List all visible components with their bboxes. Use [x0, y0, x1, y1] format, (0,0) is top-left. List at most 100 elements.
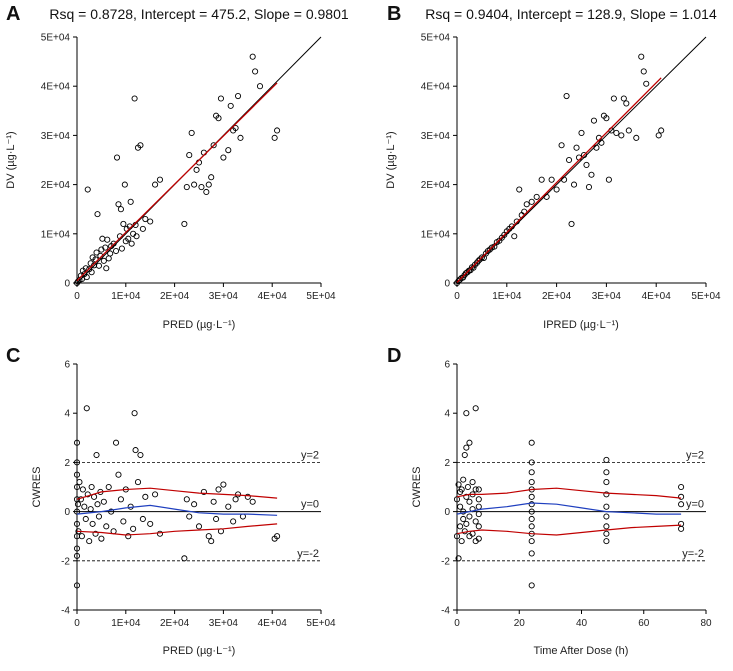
data-point: [678, 483, 685, 491]
data-point: [528, 439, 535, 446]
data-point: [93, 451, 100, 459]
data-point: [475, 511, 482, 518]
identity-line: [456, 36, 707, 284]
data-point: [583, 161, 590, 168]
data-point: [130, 525, 137, 532]
data-point: [112, 439, 120, 446]
data-point: [475, 257, 482, 264]
y-tick-label: 4: [444, 409, 450, 420]
data-point: [156, 176, 164, 183]
data-point: [472, 405, 479, 412]
data-point: [466, 439, 473, 446]
x-tick-label: 80: [700, 618, 712, 629]
panel-letter: C: [6, 345, 20, 367]
data-point: [558, 142, 565, 149]
data-point: [115, 471, 122, 478]
trend-line-middle: [76, 504, 278, 516]
data-point: [142, 493, 149, 500]
x-tick-label: 2E+04: [160, 291, 190, 302]
data-point: [528, 479, 535, 486]
data-point: [475, 523, 482, 530]
data-point: [655, 132, 662, 139]
data-point: [115, 201, 122, 208]
data-point: [99, 235, 106, 242]
data-point: [208, 174, 215, 181]
y-tick-label: 2E+04: [421, 180, 451, 191]
data-point: [460, 476, 467, 483]
data-point: [464, 483, 471, 491]
data-point: [95, 262, 103, 269]
data-point: [134, 479, 142, 486]
data-point: [139, 225, 146, 232]
data-point: [678, 525, 685, 532]
data-point: [528, 469, 535, 476]
data-point: [563, 92, 570, 100]
x-tick-label: 5E+04: [691, 291, 721, 302]
data-point: [120, 518, 127, 525]
trend-line-lower: [76, 523, 278, 536]
data-point: [73, 459, 81, 466]
data-point: [181, 220, 188, 228]
data-point: [78, 533, 85, 540]
data-point: [466, 498, 473, 505]
data-point: [79, 486, 86, 493]
data-point: [74, 501, 82, 508]
data-point: [87, 260, 94, 267]
data-point: [466, 513, 473, 520]
y-tick-label: 2: [64, 458, 70, 469]
data-point: [94, 211, 101, 218]
data-point: [205, 181, 212, 188]
data-point: [183, 496, 190, 503]
y-tick-label: 5E+04: [421, 33, 451, 44]
y-tick-label: 0: [64, 279, 70, 290]
data-point: [73, 483, 81, 491]
data-point: [513, 218, 520, 225]
data-point: [603, 503, 610, 510]
data-point: [623, 100, 630, 107]
data-point: [491, 243, 498, 250]
data-point: [76, 479, 83, 486]
data-point: [508, 223, 515, 230]
y-tick-label: 5E+04: [41, 33, 71, 44]
data-point: [152, 181, 159, 188]
data-point: [156, 530, 164, 537]
data-point: [658, 127, 665, 134]
data-point: [198, 184, 205, 191]
data-point: [193, 166, 200, 173]
data-point: [232, 124, 239, 132]
y-tick-label: 3E+04: [41, 131, 71, 142]
data-point: [455, 555, 462, 562]
data-point: [88, 269, 95, 276]
data-point: [133, 233, 140, 240]
data-point: [200, 488, 207, 495]
data-point: [528, 538, 535, 545]
data-point: [186, 513, 193, 520]
data-point: [73, 520, 81, 527]
data-point: [469, 506, 476, 513]
data-point: [463, 520, 470, 527]
data-point: [249, 53, 256, 60]
data-point: [678, 493, 685, 500]
data-point: [603, 513, 610, 520]
y-tick-label: 4E+04: [41, 82, 71, 93]
data-point: [89, 520, 96, 527]
data-point: [249, 498, 256, 505]
data-point: [142, 215, 149, 223]
data-point: [139, 515, 146, 523]
data-point: [593, 144, 600, 151]
y-tick-label: -2: [441, 556, 450, 567]
data-point: [528, 582, 535, 589]
data-point: [120, 220, 127, 228]
data-point: [613, 129, 620, 136]
data-point: [152, 491, 159, 498]
data-point: [108, 508, 115, 515]
data-point: [516, 186, 523, 193]
data-point: [186, 152, 193, 159]
data-point: [220, 481, 227, 488]
data-point: [83, 405, 90, 412]
data-point: [620, 95, 627, 102]
y-tick-label: 2E+04: [41, 180, 71, 191]
data-point: [105, 483, 112, 491]
data-point: [84, 491, 91, 498]
